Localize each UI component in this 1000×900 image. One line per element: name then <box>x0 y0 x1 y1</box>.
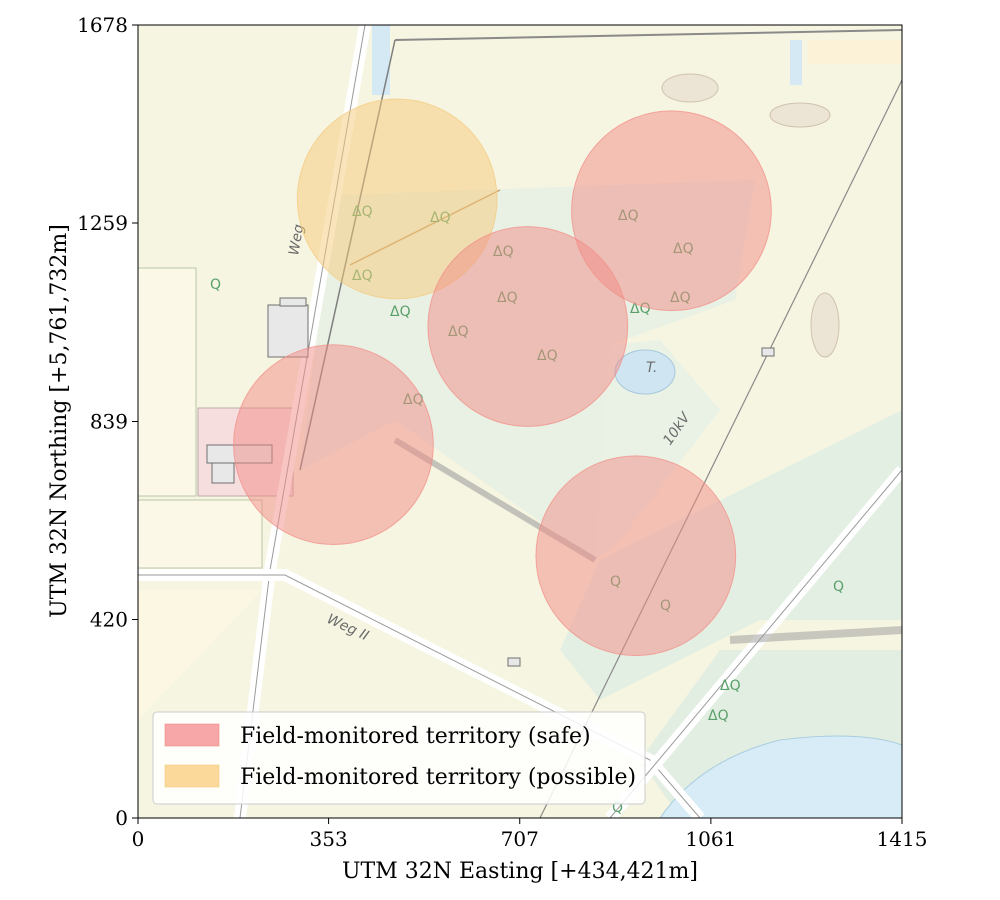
legend-label-safe: Field-monitored territory (safe) <box>240 724 591 749</box>
powerline-10kv <box>539 79 902 818</box>
x-axis-title: UTM 32N Easting [+434,421m] <box>342 859 698 884</box>
vegetation-symbol: Q <box>210 277 221 293</box>
y-tick-label: 839 <box>90 410 128 434</box>
territory-circle-safe <box>535 455 737 657</box>
y-axis-ticks: 0 420 839 1259 1678 <box>77 13 138 830</box>
field-north-east <box>808 40 902 64</box>
x-tick-label: 0 <box>132 827 145 851</box>
legend-swatch-safe <box>164 723 220 747</box>
y-tick-label: 420 <box>90 608 128 632</box>
building-4 <box>761 347 775 357</box>
legend-swatch-possible <box>164 764 220 788</box>
sand-patch-3 <box>810 292 840 358</box>
y-tick-label: 1678 <box>77 13 128 37</box>
field-left-lower <box>138 590 262 720</box>
pond <box>614 349 676 395</box>
building-5 <box>507 657 521 667</box>
territory-circle-possible <box>296 98 498 300</box>
x-tick-label: 707 <box>501 827 539 851</box>
road-east-branch <box>729 626 902 644</box>
x-tick-label: 353 <box>310 827 348 851</box>
territory-layer <box>233 98 772 657</box>
territory-circle-safe <box>427 226 629 427</box>
map-label-t: T. <box>646 360 657 376</box>
road-north <box>394 29 902 41</box>
vegetation-symbol: ΔQ <box>720 678 741 694</box>
legend-box <box>152 711 646 805</box>
territory-circle-safe <box>233 344 434 546</box>
vegetation-symbol: ΔQ <box>708 708 729 724</box>
vegetation-symbol: ΔQ <box>390 304 411 320</box>
road-weg-ii-edge <box>138 574 701 818</box>
y-axis-title: UTM 32N Northing [+5,761,732m] <box>47 224 72 618</box>
vegetation-symbol: Q <box>612 800 623 816</box>
canal-north <box>372 25 390 95</box>
territory-circle-safe <box>571 110 772 312</box>
x-tick-label: 1415 <box>877 827 928 851</box>
field-left-upper <box>138 267 197 497</box>
lake <box>659 735 902 818</box>
buildings <box>206 297 775 667</box>
x-tick-label: 1061 <box>685 827 736 851</box>
building-3 <box>211 462 235 484</box>
y-tick-label: 1259 <box>77 211 128 235</box>
vegetation-symbol: Q <box>833 579 844 595</box>
building-1 <box>267 304 309 358</box>
y-tick-label: 0 <box>115 806 128 830</box>
sand-patch-1 <box>661 73 719 103</box>
ditch-north-east <box>790 40 802 85</box>
map-label-weg: Weg <box>286 223 307 257</box>
legend: Field-monitored territory (safe) Field-m… <box>152 711 646 805</box>
legend-label-possible: Field-monitored territory (possible) <box>240 765 636 790</box>
field-left-middle <box>138 499 263 569</box>
building-6 <box>279 297 307 307</box>
sand-patch-2 <box>769 102 831 128</box>
road-east-edge <box>609 469 902 818</box>
x-axis-ticks: 0 353 707 1061 1415 <box>132 818 928 851</box>
